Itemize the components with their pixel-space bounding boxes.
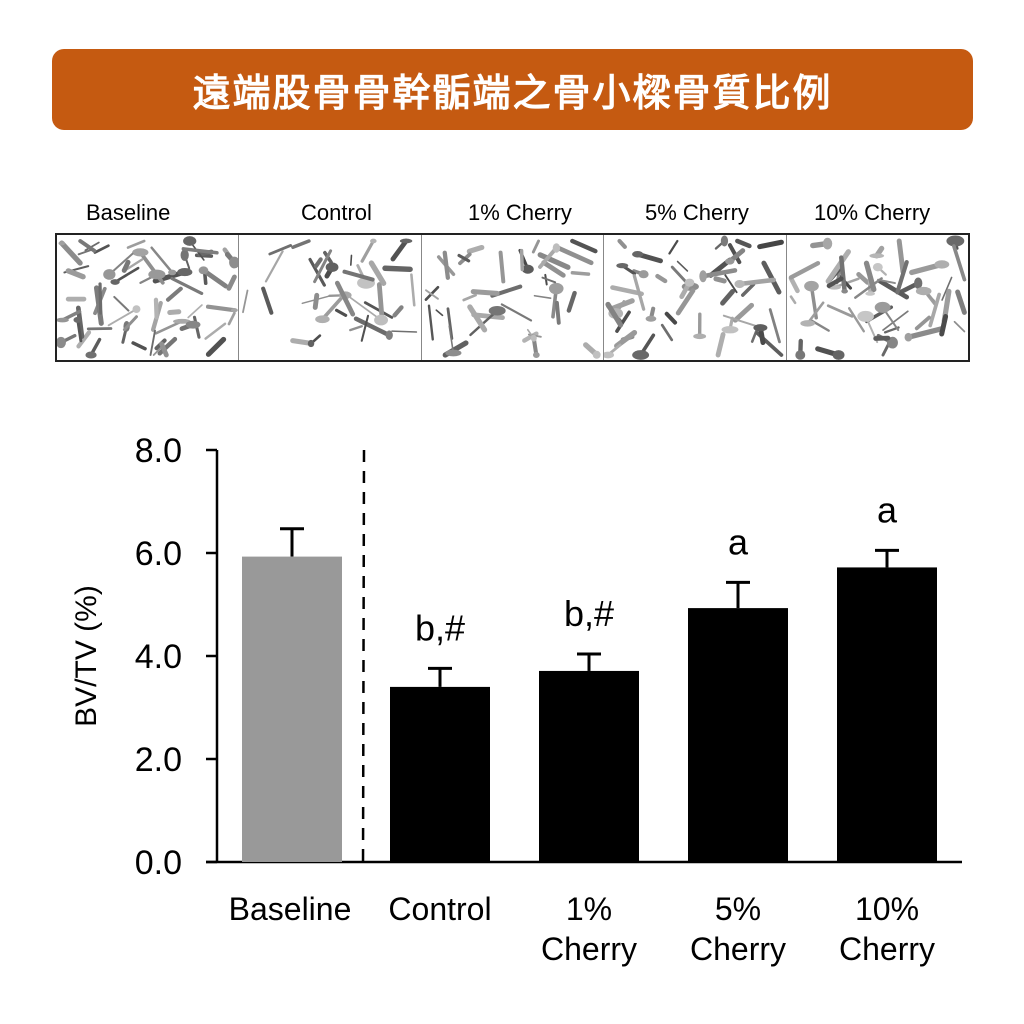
significance-label: b,# — [415, 607, 465, 648]
group-divider — [361, 449, 366, 871]
significance-label: b,# — [564, 593, 614, 634]
x-tick-label: 1% — [566, 891, 612, 927]
bar-control — [390, 686, 490, 862]
microct-image-5pct — [604, 235, 787, 360]
x-tick-label: 10% — [855, 891, 919, 927]
page-title: 遠端股骨骨幹骺端之骨小樑骨質比例 — [192, 71, 833, 115]
image-label-control: Control — [301, 200, 372, 225]
bar-10-cherry — [837, 567, 937, 862]
bar-baseline — [242, 556, 342, 862]
x-tick-label: Baseline — [229, 891, 352, 927]
y-tick-label: 4.0 — [135, 638, 182, 676]
significance-label: a — [728, 521, 749, 562]
microct-image-1pct — [422, 235, 605, 360]
image-label-10pct: 10% Cherry — [814, 200, 931, 225]
x-tick-label: Cherry — [839, 931, 935, 967]
bar-1-cherry — [539, 670, 639, 862]
x-tick-label: 5% — [715, 891, 761, 927]
trabecular-bone-render — [57, 236, 239, 359]
trabecular-bone-render — [242, 238, 418, 348]
x-tick-label: Cherry — [690, 931, 786, 967]
title-banner: 遠端股骨骨幹骺端之骨小樑骨質比例 — [52, 49, 973, 130]
y-tick-label: 2.0 — [135, 741, 182, 779]
trabecular-bone-render — [604, 235, 785, 360]
trabecular-bone-render — [788, 235, 967, 360]
microct-image-strip — [55, 233, 970, 362]
significance-label: a — [877, 489, 898, 530]
microct-image-control — [239, 235, 422, 360]
x-tick-label: Control — [388, 891, 491, 927]
image-label-1pct: 1% Cherry — [468, 200, 572, 225]
image-labels: Baseline Control 1% Cherry 5% Cherry 10%… — [56, 200, 972, 230]
y-tick-label: 8.0 — [135, 432, 182, 470]
bar-5-cherry — [688, 608, 788, 862]
image-label-5pct: 5% Cherry — [645, 200, 749, 225]
y-axis-label: BV/TV (%) — [70, 585, 103, 727]
microct-image-10pct — [787, 235, 968, 360]
y-tick-label: 0.0 — [135, 844, 182, 882]
y-tick-label: 6.0 — [135, 535, 182, 573]
image-label-baseline: Baseline — [86, 200, 171, 225]
x-tick-label: Cherry — [541, 931, 637, 967]
trabecular-bone-render — [424, 238, 601, 359]
microct-image-baseline — [57, 235, 240, 360]
